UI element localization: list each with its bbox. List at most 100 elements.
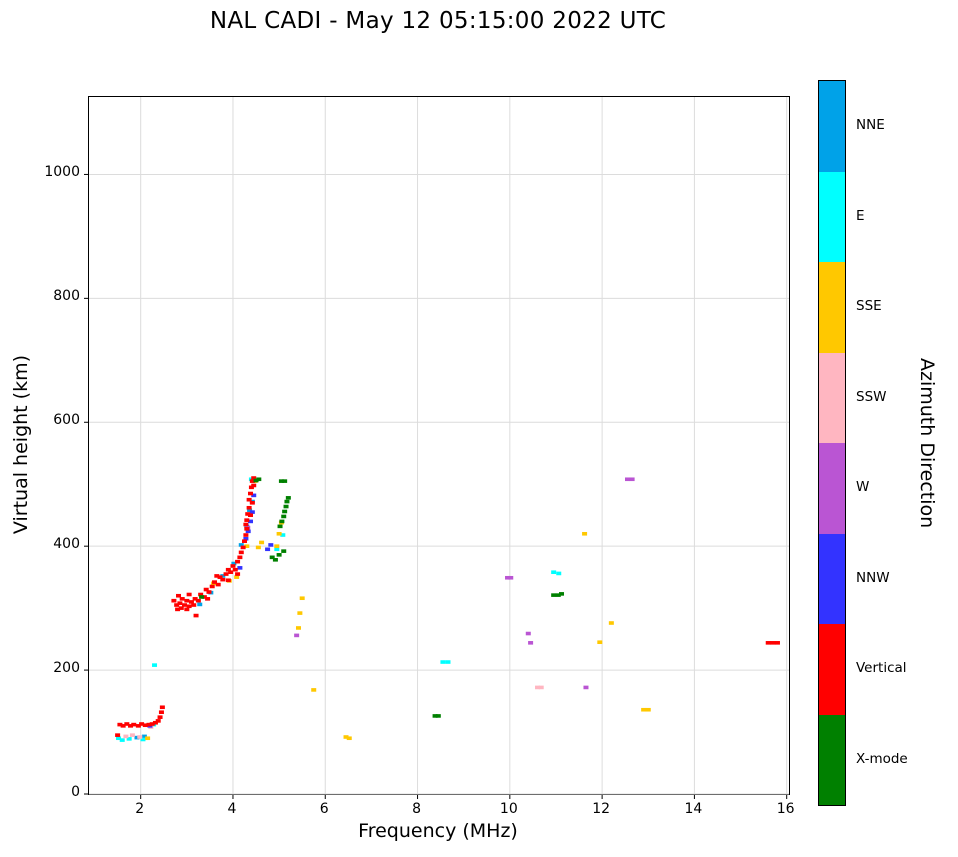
data-point-Vertical [158, 710, 164, 715]
data-point-W [505, 575, 511, 580]
data-point-Vertical [225, 578, 231, 583]
data-point-Vertical [176, 593, 182, 598]
data-point-E [440, 660, 446, 664]
data-point-Vertical [174, 603, 180, 607]
colorbar-label-NNW: NNW [856, 569, 890, 586]
y-tick-label: 400 [53, 536, 80, 553]
data-point-Vertical [177, 601, 183, 605]
colorbar-label-Vertical: Vertical [856, 660, 907, 677]
data-point-X-mode [276, 553, 282, 557]
chart-title: NAL CADI - May 12 05:15:00 2022 UTC [209, 8, 667, 34]
data-point-Vertical [152, 720, 158, 725]
data-point-X-mode [432, 714, 438, 718]
data-point-W [629, 477, 635, 482]
colorbar-segment-E [819, 171, 845, 262]
data-point-Vertical [249, 479, 255, 483]
data-point-Vertical [248, 513, 254, 517]
data-point-Vertical [188, 600, 194, 604]
data-point-NNW [243, 536, 249, 541]
data-point-Vertical [765, 641, 771, 645]
data-point-Vertical [246, 505, 252, 510]
data-point-X-mode [283, 504, 289, 509]
data-point-SSE [255, 545, 261, 550]
data-point-Vertical [774, 641, 780, 645]
x-tick-label: 14 [684, 801, 703, 817]
data-point-Vertical [124, 722, 130, 726]
data-point-Vertical [214, 574, 220, 578]
data-point-Vertical [212, 580, 218, 584]
data-point-Vertical [178, 606, 184, 610]
data-point-Vertical [248, 485, 254, 490]
data-point-NNE [238, 543, 244, 547]
data-point-Vertical [191, 603, 197, 607]
data-point-NNE [141, 734, 147, 739]
data-point-NNE [134, 735, 140, 740]
data-point-E [152, 663, 158, 667]
data-point-SSE [234, 575, 240, 579]
data-point-SSE [582, 531, 588, 536]
data-point-Vertical [131, 722, 137, 727]
data-point-Vertical [244, 518, 250, 522]
data-point-Vertical [157, 715, 163, 719]
data-point-E [280, 533, 286, 537]
data-point-SSW [137, 735, 143, 739]
data-point-X-mode [435, 714, 441, 718]
data-point-Vertical [171, 598, 177, 603]
y-tick-label: 200 [53, 660, 80, 677]
data-point-W [583, 685, 589, 690]
data-point-Vertical [246, 497, 252, 502]
y-tick-label: 800 [53, 288, 80, 305]
data-point-SSW [538, 685, 544, 690]
data-point-Vertical [184, 598, 190, 603]
data-point-Vertical [225, 567, 231, 572]
y-tick-label: 600 [53, 412, 80, 429]
colorbar-label-X-mode: X-mode [856, 750, 908, 767]
data-point-NNW [265, 547, 271, 552]
data-point-Vertical [155, 719, 161, 723]
data-point-SSE [276, 531, 282, 536]
data-point-NNW [251, 493, 257, 498]
data-point-Vertical [209, 584, 215, 589]
data-point-Vertical [228, 570, 234, 574]
colorbar-label-SSE: SSE [856, 298, 882, 315]
data-point-SSE [641, 707, 647, 712]
data-point-Vertical [251, 476, 257, 480]
data-point-Vertical [243, 522, 249, 527]
data-point-NNE [231, 561, 237, 566]
data-point-E [119, 738, 125, 742]
data-point-Vertical [243, 533, 249, 537]
data-point-Vertical [223, 572, 229, 576]
data-point-SSW [535, 685, 541, 690]
x-tick-label: 8 [412, 801, 421, 817]
data-point-Vertical [128, 724, 134, 728]
data-point-SSE [597, 640, 603, 645]
x-tick-label: 16 [776, 801, 795, 817]
data-point-Vertical [251, 483, 257, 488]
data-point-Vertical [206, 590, 212, 594]
data-point-Vertical [217, 575, 223, 579]
data-point-Vertical [186, 592, 192, 597]
colorbar-segment-SSE [819, 262, 845, 353]
y-tick-label: 0 [71, 784, 80, 800]
data-point-NNW [245, 529, 251, 534]
colorbar-segment-NNW [819, 533, 845, 624]
x-axis-label: Frequency (MHz) [358, 820, 518, 842]
colorbar-label-SSW: SSW [856, 388, 887, 405]
data-point-Vertical [770, 641, 776, 645]
data-point-Vertical [120, 724, 126, 728]
data-point-Vertical [238, 550, 244, 555]
data-point-SSE [297, 611, 303, 615]
plot-area [84, 96, 790, 799]
data-point-Vertical [232, 567, 238, 572]
data-point-Vertical [249, 501, 255, 505]
data-point-W [528, 641, 534, 645]
data-point-Vertical [203, 587, 209, 592]
y-axis-label: Virtual height (km) [10, 354, 32, 535]
colorbar-segment-NNE [819, 81, 845, 172]
data-point-SSE [608, 621, 614, 625]
data-point-Vertical [186, 604, 192, 609]
data-point-SSE [346, 736, 352, 741]
data-point-Vertical [115, 733, 121, 737]
data-point-NNE [197, 602, 203, 607]
